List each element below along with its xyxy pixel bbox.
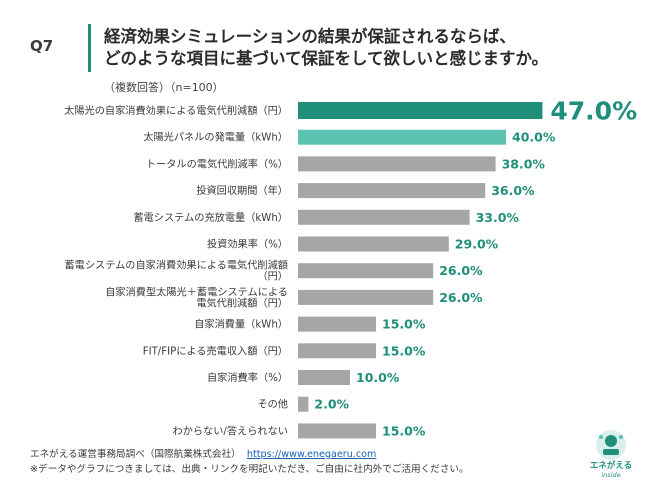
value-label-8: 26.0% — [439, 290, 483, 305]
bar-12 — [298, 396, 309, 412]
bar-8 — [298, 289, 434, 305]
bar-11 — [298, 370, 350, 385]
footer-link[interactable]: https://www.enegaeru.com — [246, 449, 377, 460]
category-label-9: 自家消費量（kWh） — [194, 318, 288, 331]
value-label-9: 15.0% — [382, 317, 426, 332]
enegaeru-logo: エネがえる inside — [583, 428, 639, 482]
bar-2 — [298, 129, 506, 145]
value-label-1: 47.0% — [550, 97, 637, 126]
category-label-13: わからない/答えられない — [173, 424, 289, 437]
value-label-5: 33.0% — [476, 210, 520, 225]
bar-3 — [298, 156, 496, 172]
footer-source-line: エネがえる運営事務局調べ（国際航業株式会社） https://www.enega… — [30, 447, 469, 462]
chart-subtitle: （複数回答）（n=100） — [104, 81, 224, 94]
logo-icon — [596, 430, 626, 460]
logo-sub: inside — [601, 471, 621, 479]
category-label-12: その他 — [257, 398, 288, 411]
bar-chart: 太陽光の自家消費効果による電気代削減額（円） 47.0% 太陽光パネルの発電量（kW… — [64, 97, 637, 439]
title-line-2: どのような項目に基づいて保証をして欲しいと感じますか。 — [104, 49, 549, 68]
value-label-13: 15.0% — [382, 423, 426, 438]
bar-10 — [298, 343, 376, 359]
logo-name: エネがえる — [589, 461, 633, 471]
bar-4 — [298, 183, 486, 199]
category-label-5: 蓄電システムの充放電量（kWh） — [133, 211, 288, 224]
category-label-1: 太陽光の自家消費効果による電気代削減額（円） — [64, 104, 288, 117]
category-label-10: FIT/FIPによる売電収入額（円） — [143, 344, 288, 357]
value-label-3: 38.0% — [502, 156, 546, 171]
bar-1 — [298, 102, 543, 119]
value-label-2: 40.0% — [512, 130, 556, 145]
category-label-3: トータルの電気代削減率（%） — [146, 157, 288, 170]
question-number: Q7 — [30, 37, 54, 55]
value-label-10: 15.0% — [382, 343, 426, 358]
footer: エネがえる運営事務局調べ（国際航業株式会社） https://www.enega… — [30, 447, 469, 477]
bar-6 — [298, 236, 449, 252]
category-label-8: 電気代削減額（円） — [196, 296, 288, 309]
title-accent-bar — [88, 24, 91, 72]
category-label-6: 投資効果率（%） — [207, 238, 288, 251]
footer-source: エネがえる運営事務局調べ（国際航業株式会社） — [30, 449, 241, 460]
category-label-7: 蓄電システムの自家消費効果による電気代削減額 — [64, 259, 288, 272]
category-label-2: 太陽光パネルの発電量（kWh） — [143, 131, 288, 144]
bar-7 — [298, 263, 434, 279]
footer-note: ※データやグラフにつきましては、出典・リンクを明記いただき、ご自由に社内外でご活… — [30, 464, 469, 475]
title-line-1: 経済効果シミュレーションの結果が保証されるならば、 — [104, 27, 516, 46]
category-label-8: 自家消費型太陽光＋蓄電システムによる — [105, 285, 288, 298]
category-label-11: 自家消費率（%） — [207, 371, 288, 384]
value-label-11: 10.0% — [356, 370, 400, 385]
bar-13 — [298, 423, 376, 439]
value-label-4: 36.0% — [491, 183, 535, 198]
bar-5 — [298, 209, 470, 225]
value-label-7: 26.0% — [439, 263, 483, 278]
category-label-4: 投資回収期間（年） — [196, 184, 288, 197]
value-label-12: 2.0% — [314, 397, 349, 412]
bar-9 — [298, 316, 376, 332]
page-title: 経済効果シミュレーションの結果が保証されるならば、 どのような項目に基づいて保証… — [104, 26, 624, 70]
value-label-6: 29.0% — [455, 237, 499, 252]
category-label-7: （円） — [257, 271, 288, 283]
